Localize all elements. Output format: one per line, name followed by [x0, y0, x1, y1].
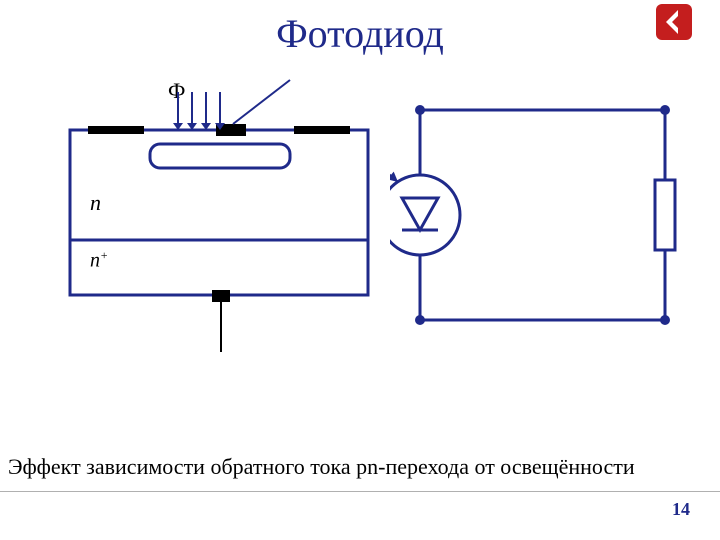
- page-title: Фотодиод: [0, 10, 720, 57]
- back-arrow-icon: [656, 4, 692, 40]
- back-button[interactable]: [656, 4, 692, 40]
- circuit-diagram: [390, 100, 690, 350]
- nplus-layer-label: n+: [90, 248, 108, 273]
- page-number: 14: [672, 499, 690, 520]
- caption-text: Эффект зависимости обратного тока pn-пер…: [0, 454, 720, 480]
- n-layer-label: n: [90, 190, 101, 216]
- footer-divider: [0, 491, 720, 492]
